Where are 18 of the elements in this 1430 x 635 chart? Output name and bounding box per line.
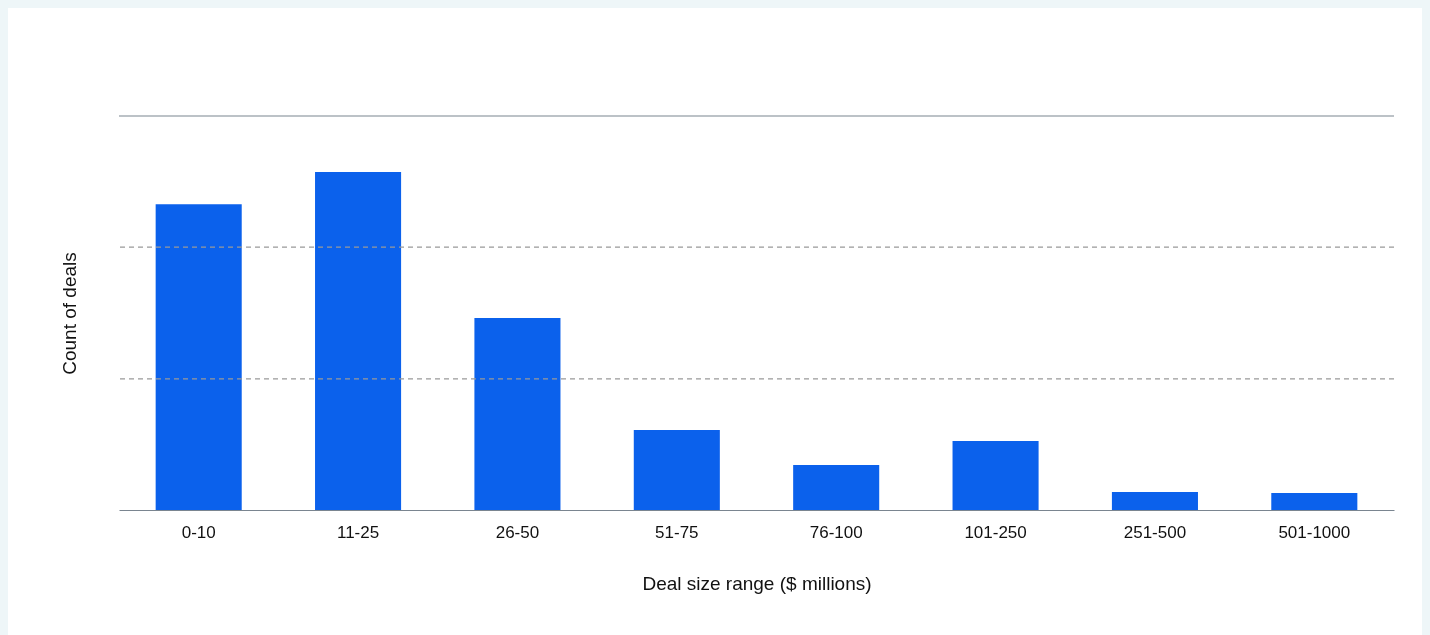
bar — [1271, 493, 1358, 510]
bar — [952, 441, 1039, 510]
bar — [793, 465, 880, 510]
x-axis-title: Deal size range ($ millions) — [642, 572, 872, 594]
x-tick-label: 26-50 — [495, 522, 540, 542]
x-tick-label: 501-1000 — [1278, 522, 1351, 542]
x-tick-label: 251-500 — [1123, 522, 1187, 542]
bar — [633, 429, 720, 510]
bar — [1111, 492, 1198, 510]
y-axis-title: Count of deals — [58, 252, 80, 375]
bar — [155, 204, 242, 510]
x-tick-label: 101-250 — [964, 522, 1027, 542]
bar — [474, 318, 561, 510]
bar — [315, 172, 402, 510]
x-tick-label: 0-10 — [181, 522, 216, 542]
x-tick-label: 51-75 — [655, 522, 699, 542]
x-tick-label: 11-25 — [336, 522, 380, 542]
x-tick-label: 76-100 — [809, 522, 863, 542]
